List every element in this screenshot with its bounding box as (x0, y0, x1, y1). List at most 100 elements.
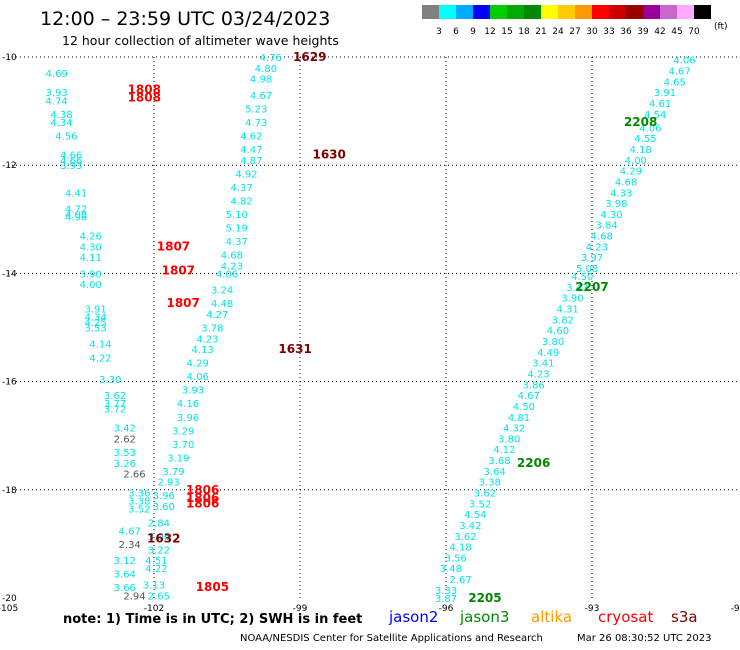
colorbar-swatch (439, 5, 456, 19)
swh-point-label: 5.10 (226, 210, 248, 221)
x-tick-label: -90 (731, 604, 740, 614)
swh-point-label: 4.62 (240, 131, 262, 142)
swh-point-label: 4.55 (634, 134, 656, 145)
swh-point-label: 4.68 (615, 177, 637, 188)
y-tick-label: -18 (2, 486, 17, 496)
pass-time-label: 1807 (166, 296, 199, 310)
swh-point-label: 4.65 (664, 77, 686, 88)
swh-point-label: 2.84 (148, 518, 170, 529)
swh-point-label-low: 2.66 (123, 470, 145, 481)
swh-point-label: 3.12 (114, 556, 136, 567)
swh-point-label-low: 2.94 (123, 591, 145, 602)
swh-point-label: 3.26 (114, 459, 136, 470)
colorbar-swatch (541, 5, 558, 19)
swh-point-label: 4.32 (503, 424, 525, 435)
swh-point-label: 4.27 (206, 310, 228, 321)
chart-subtitle: 12 hour collection of altimeter wave hei… (62, 33, 339, 48)
colorbar-label: 42 (654, 27, 666, 37)
y-tick-label: -14 (2, 269, 17, 279)
swh-point-label: 3.98 (605, 199, 627, 210)
swh-point-label: 4.47 (240, 145, 262, 156)
colorbar-swatch (626, 5, 643, 19)
pass-time-label: 2208 (624, 115, 657, 129)
swh-point-label: 4.34 (84, 313, 106, 324)
legend-cryosat: cryosat (598, 608, 654, 626)
swh-point-label: 3.86 (522, 380, 544, 391)
swh-point-label: 4.72 (65, 204, 87, 215)
swh-point-label-low: 2.62 (114, 434, 136, 445)
colorbar-label: 33 (603, 27, 615, 37)
swh-point-label: 4.23 (586, 242, 608, 253)
colorbar-swatch (592, 5, 609, 19)
legend-s3a: s3a (671, 608, 698, 626)
pass-time-label: 1632 (147, 531, 180, 545)
swh-point-label: 4.67 (119, 526, 141, 537)
swh-point-label: 4.18 (449, 543, 471, 554)
colorbar-label: 36 (620, 27, 632, 37)
swh-point-label: 4.67 (250, 91, 272, 102)
swh-point-label: 4.54 (464, 510, 486, 521)
legend-jason3: jason3 (460, 608, 510, 626)
pass-time-label: 1806 (186, 483, 219, 497)
swh-point-label: 4.33 (610, 188, 632, 199)
colorbar-swatch (643, 5, 660, 19)
swh-point-label: 3.62 (454, 532, 476, 543)
swh-point-label: 4.37 (230, 183, 252, 194)
colorbar-swatch (507, 5, 524, 19)
swh-point-label: 3.42 (459, 521, 481, 532)
swh-point-label: 2.93 (157, 478, 179, 489)
swh-point-label: 4.06 (639, 123, 661, 134)
swh-point-label: 3.80 (542, 337, 564, 348)
swh-point-label: 3.06 (148, 532, 170, 543)
generation-timestamp: Mar 26 08:30:52 UTC 2023 (577, 633, 712, 644)
swh-point-label: 3.64 (114, 570, 136, 581)
colorbar-label: 39 (637, 27, 649, 37)
swh-point-label: 4.26 (80, 232, 102, 243)
swh-point-label: 3.96 (153, 491, 175, 502)
colorbar-label: 27 (569, 27, 581, 37)
swh-point-label: 4.23 (221, 261, 243, 272)
swh-point-label: 4.74 (46, 96, 68, 107)
swh-point-label: 4.82 (230, 196, 252, 207)
swh-point-label: 3.93 (182, 386, 204, 397)
swh-point-label: 3.38 (479, 478, 501, 489)
y-tick-label: -12 (2, 161, 17, 171)
swh-point-label: 4.00 (625, 156, 647, 167)
swh-point-label: 4.98 (250, 75, 272, 86)
swh-point-label: 4.22 (145, 564, 167, 575)
swh-point-label: 4.08 (65, 210, 87, 221)
pass-time-label: 1631 (278, 342, 311, 356)
swh-point-label-low: 2.34 (119, 540, 141, 551)
swh-point-label: 3.93 (60, 161, 82, 172)
swh-point-label: 2.67 (449, 575, 471, 586)
swh-point-label: 4.69 (46, 69, 68, 80)
swh-point-label: 3.53 (114, 448, 136, 459)
credit-line: NOAA/NESDIS Center for Satellite Applica… (240, 633, 543, 644)
swh-point-label: 3.97 (581, 253, 603, 264)
chart-title: 12:00 – 23:59 UTC 03/24/2023 (40, 8, 331, 30)
swh-point-label: 3.79 (162, 467, 184, 478)
pass-time-label: 2205 (468, 591, 501, 605)
colorbar-label: 18 (518, 27, 530, 37)
swh-point-label: 4.50 (571, 272, 593, 283)
colorbar-swatch (694, 5, 711, 19)
swh-point-label: 4.61 (649, 99, 671, 110)
swh-point-label: 3.68 (488, 456, 510, 467)
pass-time-label: 1630 (312, 147, 345, 161)
pass-time-label: 1629 (293, 50, 326, 64)
colorbar-label: 70 (688, 27, 700, 37)
x-tick-label: -102 (144, 604, 164, 614)
swh-point-label: 3.38 (128, 497, 150, 508)
swh-point-label: 4.76 (260, 53, 282, 64)
swh-point-label: 4.66 (60, 150, 82, 161)
colorbar-swatch (660, 5, 677, 19)
swh-point-label: 4.16 (177, 399, 199, 410)
swh-point-label: 4.56 (55, 131, 77, 142)
pass-time-label: 2207 (575, 280, 608, 294)
colorbar-swatch (677, 5, 694, 19)
x-tick-label: -99 (293, 604, 308, 614)
swh-point-label: 3.13 (143, 580, 165, 591)
colorbar-swatch (524, 5, 541, 19)
swh-point-label: 4.29 (187, 359, 209, 370)
